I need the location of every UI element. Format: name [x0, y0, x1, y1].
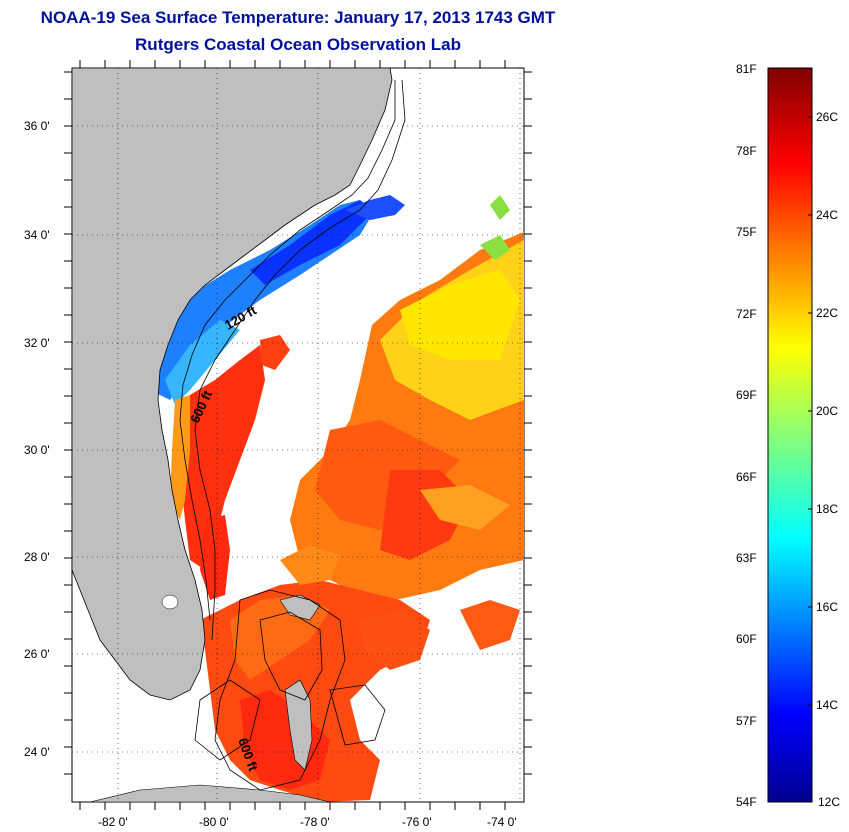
- lon-label: -76 0': [402, 815, 432, 829]
- bahamas-island: [284, 679, 313, 771]
- lon-label: -74 0': [487, 815, 517, 829]
- bathymetry-contours: [179, 79, 406, 791]
- colorbar: 81F 78F 75F 72F 69F 66F 63F 60F 57F 54F …: [736, 62, 840, 809]
- colorbar-f-label: 72F: [736, 307, 757, 321]
- lon-label: -82 0': [98, 815, 128, 829]
- colorbar-f-label: 75F: [736, 225, 757, 239]
- lat-label: 28 0': [24, 550, 50, 564]
- colorbar-f-label: 60F: [736, 632, 757, 646]
- colorbar-c-label: 20C: [816, 404, 838, 418]
- colorbar-f-label: 57F: [736, 714, 757, 728]
- colorbar-c-label: 24C: [816, 208, 838, 222]
- lat-label: 26 0': [24, 647, 50, 661]
- map-subtitle: Rutgers Coastal Ocean Observation Lab: [135, 35, 461, 54]
- colorbar-f-label: 66F: [736, 470, 757, 484]
- colorbar-f-label: 81F: [736, 62, 757, 76]
- lat-labels: 36 0' 34 0' 32 0' 30 0' 28 0' 26 0' 24 0…: [24, 119, 50, 759]
- colorbar-c-label: 16C: [816, 600, 838, 614]
- colorbar-gradient: [767, 67, 813, 803]
- colorbar-c-label: 26C: [816, 110, 838, 124]
- colorbar-c-label: 22C: [816, 306, 838, 320]
- land-mass: [72, 68, 393, 701]
- lat-label: 32 0': [24, 336, 50, 350]
- lat-label: 30 0': [24, 443, 50, 457]
- colorbar-c-label: 14C: [816, 698, 838, 712]
- colorbar-f-label: 78F: [736, 144, 757, 158]
- graticule: [72, 68, 524, 802]
- colorbar-c-label: 12C: [818, 795, 840, 809]
- lat-label: 24 0': [24, 745, 50, 759]
- colorbar-f-label: 54F: [736, 795, 757, 809]
- lat-label: 34 0': [24, 228, 50, 242]
- colorbar-f-label: 63F: [736, 551, 757, 565]
- colorbar-f-label: 69F: [736, 388, 757, 402]
- lon-labels: -82 0' -80 0' -78 0' -76 0' -74 0': [98, 815, 517, 829]
- lon-label: -78 0': [300, 815, 330, 829]
- sst-data-layer: [150, 195, 524, 802]
- colorbar-c-label: 18C: [816, 502, 838, 516]
- lat-label: 36 0': [24, 119, 50, 133]
- axis-ticks: [64, 60, 532, 810]
- lon-label: -80 0': [199, 815, 229, 829]
- map-title: NOAA-19 Sea Surface Temperature: January…: [40, 8, 556, 27]
- lake-okeechobee: [161, 594, 179, 610]
